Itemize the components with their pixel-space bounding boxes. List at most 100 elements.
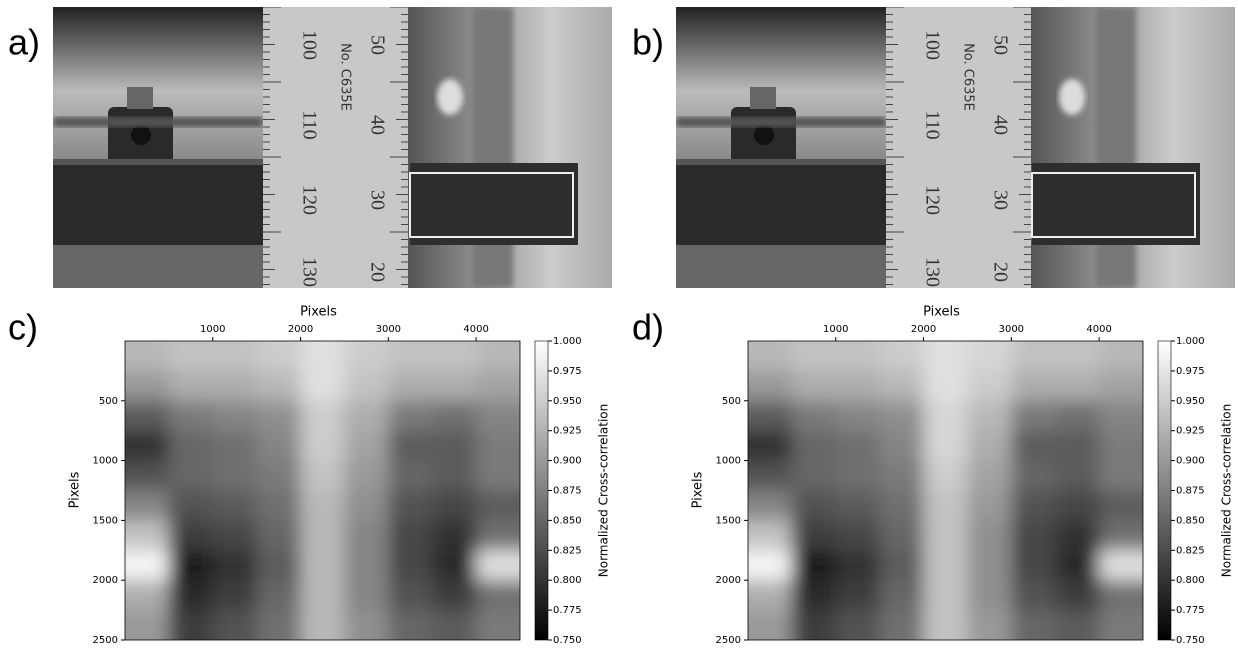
heatmap-cell	[967, 550, 1011, 580]
heatmap-cell	[967, 461, 1011, 491]
x-tick-label: 4000	[1086, 324, 1111, 335]
knob	[437, 79, 463, 115]
figure: a) b) c) d) 10011012013050403020No. C635…	[0, 0, 1238, 653]
heatmap-cell	[836, 461, 880, 491]
heatmap-cell	[388, 401, 432, 431]
heatmap-cell	[476, 580, 540, 610]
heatmap-cell	[213, 610, 257, 653]
heatmap-cell	[169, 610, 213, 653]
heatmap-cell	[476, 431, 540, 461]
heatmap-cell	[301, 580, 345, 610]
heatmap-cell	[924, 461, 968, 491]
heatmap-cell	[967, 610, 1011, 653]
heatmap-cell	[792, 431, 836, 461]
ruler-label: 100	[298, 30, 320, 60]
heatmap-cell	[1011, 431, 1055, 461]
heatmap-cell	[257, 520, 301, 550]
heatmap-cell	[169, 431, 213, 461]
heatmap-cell	[836, 371, 880, 401]
ruler-label: 110	[921, 110, 943, 139]
ruler-label: 50	[366, 35, 388, 55]
heatmap-cell	[301, 491, 345, 521]
heatmap-cell	[880, 491, 924, 521]
ruler-label: 20	[366, 262, 388, 282]
heatmap-cell	[169, 371, 213, 401]
heatmap-cell	[344, 580, 388, 610]
heatmap-cell	[344, 550, 388, 580]
heatmap-cell	[1011, 401, 1055, 431]
fixture-hole	[754, 125, 774, 145]
y-axis-label: Pixels	[691, 471, 706, 508]
colorbar-tick-label: 0.925	[1176, 426, 1205, 437]
heatmap-cell	[924, 550, 968, 580]
ruler-label: 100	[921, 30, 943, 60]
colorbar	[1158, 341, 1171, 640]
heatmap-cell	[301, 610, 345, 653]
colorbar-tick-label: 0.800	[1176, 575, 1205, 586]
heatmap-cell	[344, 610, 388, 653]
colorbar-tick-label: 1.000	[1176, 336, 1205, 347]
heatmap-cell	[924, 431, 968, 461]
arm	[53, 117, 263, 127]
colorbar-tick-label: 0.750	[553, 635, 582, 646]
base-left	[53, 245, 263, 288]
heatmap-cell	[792, 610, 836, 653]
heatmap-cell	[1055, 580, 1099, 610]
ruler-label: 130	[298, 257, 320, 287]
heatmap-cell	[728, 321, 792, 371]
heatmap-cell	[476, 520, 540, 550]
x-tick-label: 1000	[823, 324, 848, 335]
heatmap-cell	[1055, 610, 1099, 653]
heatmap-cell	[1055, 550, 1099, 580]
heatmap-cell	[1055, 491, 1099, 521]
y-tick-label: 2000	[93, 575, 118, 586]
heatmap-cell	[836, 580, 880, 610]
heatmap-cell	[432, 610, 476, 653]
heatmap-cell	[169, 461, 213, 491]
heatmap-cell	[1011, 610, 1055, 653]
y-tick-label: 1500	[716, 515, 741, 526]
block-right	[410, 163, 578, 245]
heatmap-cell	[169, 520, 213, 550]
heatmap-cell	[1099, 401, 1163, 431]
heatmap-cell	[836, 550, 880, 580]
heatmap-cell	[388, 371, 432, 401]
y-tick-label: 2500	[716, 635, 741, 646]
x-axis-label: Pixels	[300, 305, 337, 320]
heatmap-cell	[169, 401, 213, 431]
heatmap-cell	[1099, 550, 1163, 580]
heatmap-cell	[213, 461, 257, 491]
colorbar-tick-label: 0.775	[1176, 605, 1205, 616]
heatmap-cell	[1055, 401, 1099, 431]
heatmap-cell	[388, 491, 432, 521]
heatmap-cell	[388, 461, 432, 491]
heatmap-cell	[836, 520, 880, 550]
colorbar-label: Normalized Cross-correlation	[597, 404, 611, 577]
heatmap-cell	[1055, 461, 1099, 491]
heatmap-cell	[301, 371, 345, 401]
heatmap-cell	[213, 431, 257, 461]
heatmap-cell	[344, 401, 388, 431]
colorbar-tick-label: 0.900	[1176, 456, 1205, 467]
heatmap-cell	[213, 580, 257, 610]
heatmap-cell	[388, 520, 432, 550]
heatmap-cell	[880, 461, 924, 491]
x-axis-label: Pixels	[923, 305, 960, 320]
heatmap-cell	[344, 431, 388, 461]
heatmap-cell	[880, 580, 924, 610]
heatmap-cell	[924, 371, 968, 401]
heatmap-cell	[836, 610, 880, 653]
colorbar-tick-label: 0.775	[553, 605, 582, 616]
heatmap-cell	[792, 520, 836, 550]
panel-label: c)	[8, 307, 38, 348]
colorbar-tick-label: 0.875	[553, 486, 582, 497]
ruler-label: 50	[989, 35, 1011, 55]
x-tick-label: 4000	[463, 324, 488, 335]
colorbar	[535, 341, 548, 640]
heatmap-cell	[880, 550, 924, 580]
panel-label: d)	[632, 307, 664, 348]
heatmap-cell	[967, 580, 1011, 610]
heatmap-cell	[301, 401, 345, 431]
colorbar-tick-label: 0.975	[1176, 366, 1205, 377]
heatmap-cell	[1099, 371, 1163, 401]
